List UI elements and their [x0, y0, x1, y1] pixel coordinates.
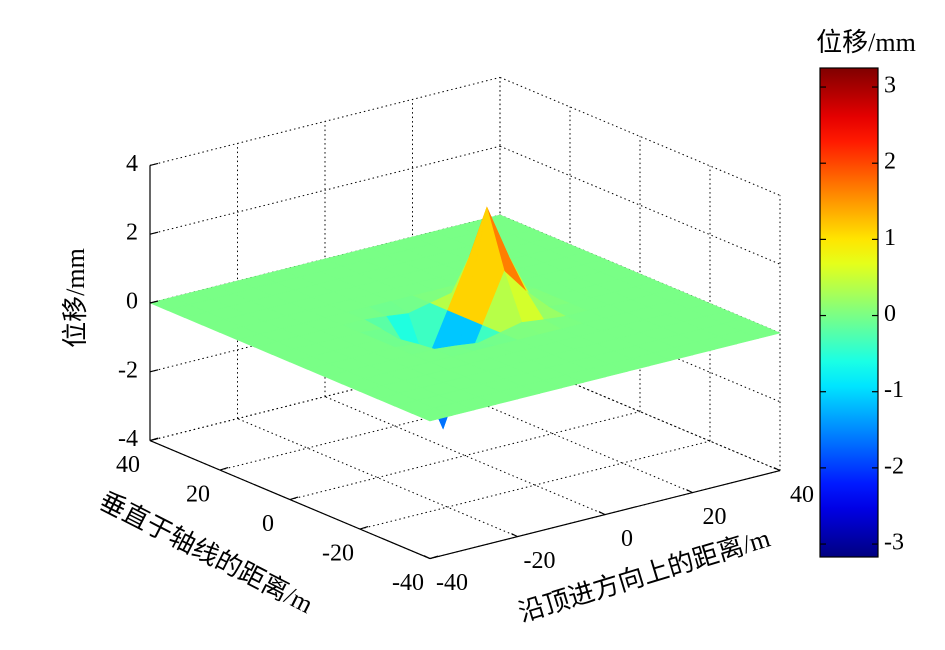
- y-tick: [429, 555, 439, 560]
- surface-facet: [411, 407, 453, 422]
- z-tick-label: -2: [118, 357, 138, 383]
- y-tick-label: 20: [186, 482, 210, 508]
- colorbar-label: 位移/mm: [816, 28, 916, 57]
- grid-line: [149, 352, 501, 442]
- z-tick: [149, 231, 159, 235]
- y-tick-label: 40: [116, 452, 140, 478]
- z-tick: [149, 300, 159, 304]
- x-tick-label: 20: [703, 504, 727, 530]
- x-tick: [598, 511, 606, 516]
- grid-line: [359, 440, 711, 530]
- colorbar-tick-label: 0: [884, 301, 896, 327]
- z-tick: [149, 369, 159, 373]
- colorbar-tick-label: 3: [884, 73, 896, 99]
- y-tick-label: -20: [322, 541, 354, 567]
- z-tick: [149, 162, 159, 166]
- grid-line: [499, 145, 781, 265]
- x-tick-label: 0: [621, 526, 633, 552]
- y-tick: [359, 526, 369, 530]
- colorbar-tick-label: -2: [884, 453, 904, 479]
- y-tick-label: -40: [392, 570, 424, 596]
- z-tick-label: -4: [118, 426, 138, 452]
- grid-line: [237, 418, 518, 538]
- z-tick-label: 2: [126, 220, 138, 246]
- grid-line: [289, 411, 641, 501]
- grid-line: [149, 145, 501, 235]
- grid-line: [149, 76, 501, 166]
- colorbar: -3 -2 -1 0 1 2 3: [819, 67, 904, 558]
- x-tick: [773, 467, 781, 472]
- y-tick: [219, 467, 229, 471]
- colorbar-tick-label: -1: [884, 377, 904, 403]
- x-tick: [423, 555, 431, 560]
- colorbar-tick-label: 2: [884, 149, 896, 175]
- x-tick-label: -20: [524, 548, 556, 574]
- surface: [149, 206, 781, 430]
- x-axis-label: 沿顶进方向上的距离/m: [515, 523, 774, 627]
- z-tick-label: 4: [126, 151, 138, 177]
- colorbar-tick-label: -3: [884, 530, 904, 556]
- x-tick: [686, 489, 693, 494]
- grid-line: [499, 76, 781, 196]
- z-tick-label: 0: [126, 289, 138, 315]
- y-tick-label: 0: [262, 511, 274, 537]
- y-tick: [289, 496, 299, 501]
- x-tick-label: 40: [790, 482, 814, 508]
- z-axis-label: 位移/mm: [61, 248, 90, 348]
- colorbar-tick-label: 1: [884, 225, 896, 251]
- grid-line: [219, 381, 571, 471]
- x-tick-label: -40: [436, 570, 468, 596]
- x-tick: [511, 533, 518, 538]
- grid-line: [324, 396, 606, 516]
- colorbar-scale: [819, 67, 879, 558]
- y-tick: [149, 437, 159, 442]
